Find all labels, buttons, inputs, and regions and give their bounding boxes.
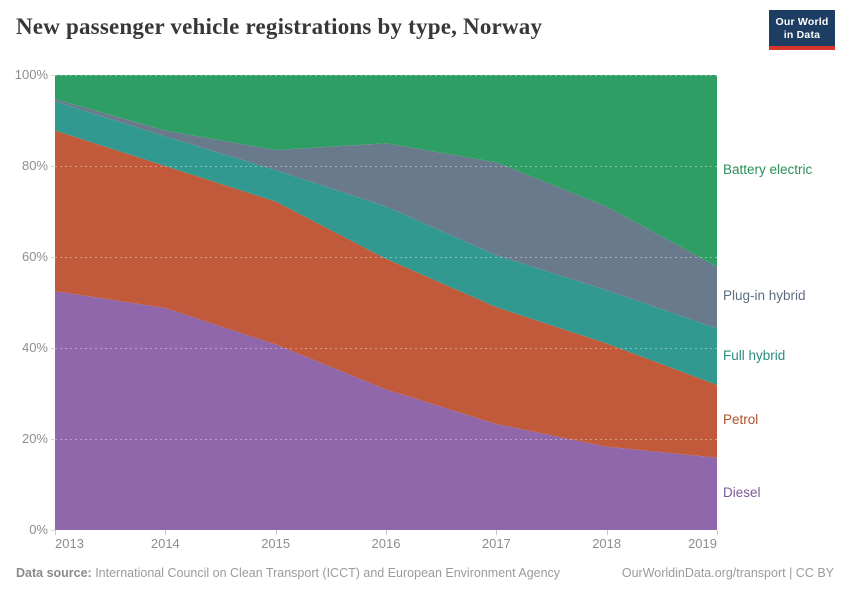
x-axis-tick-mark-2018	[607, 530, 608, 535]
legend-label-diesel[interactable]: Diesel	[723, 484, 761, 500]
x-axis-tick-label-2016: 2016	[371, 536, 401, 551]
y-axis-tick-mark	[51, 75, 55, 76]
footer-separator: |	[785, 566, 796, 580]
owid-transport-link[interactable]: OurWorldinData.org/transport	[621, 566, 786, 580]
y-axis-tick-label-100: 100%	[14, 67, 48, 82]
legend-label-plug-in-hybrid[interactable]: Plug-in hybrid	[723, 288, 806, 304]
x-axis-tick-mark-2016	[386, 530, 387, 535]
owid-logo-red-bar	[769, 46, 835, 51]
y-axis-tick-mark	[51, 439, 55, 440]
data-source-note: Data source: International Council on Cl…	[16, 566, 560, 580]
x-axis-tick-label-2019: 2019	[688, 536, 717, 551]
stacked-area-chart[interactable]	[55, 75, 717, 530]
area-diesel[interactable]	[55, 291, 717, 530]
footer: Data source: International Council on Cl…	[16, 566, 834, 580]
x-axis-tick-label-2013: 2013	[55, 536, 84, 551]
x-axis-tick-label-2015: 2015	[261, 536, 291, 551]
area-battery-electric[interactable]	[55, 75, 717, 267]
area-plug-in-hybrid[interactable]	[55, 99, 717, 329]
legend-label-full-hybrid[interactable]: Full hybrid	[723, 347, 786, 363]
owid-logo-line1: Our World	[775, 16, 829, 28]
area-petrol[interactable]	[55, 130, 717, 458]
x-axis-tick-mark-2014	[165, 530, 166, 535]
x-axis-tick-label-2014: 2014	[150, 536, 180, 551]
y-axis-tick-label-40: 40%	[21, 340, 48, 355]
x-axis-tick-mark-2019	[717, 530, 718, 535]
y-axis-tick-mark	[51, 257, 55, 258]
y-axis-tick-label-0: 0%	[29, 522, 48, 537]
x-axis-tick-mark-2013	[55, 530, 56, 535]
owid-logo-line2: in Data	[783, 28, 821, 41]
chart-title: New passenger vehicle registrations by t…	[16, 14, 543, 39]
area-full-hybrid[interactable]	[55, 101, 717, 385]
y-axis-tick-label-20: 20%	[21, 431, 48, 446]
y-axis-tick-label-60: 60%	[21, 249, 48, 264]
legend-label-petrol[interactable]: Petrol	[723, 412, 759, 428]
x-axis-tick-mark-2015	[276, 530, 277, 535]
legend-label-battery-electric[interactable]: Battery electric	[723, 161, 813, 177]
y-axis-tick-mark	[51, 166, 55, 167]
x-axis-tick-mark-2017	[496, 530, 497, 535]
y-axis-tick-mark	[51, 530, 55, 531]
data-source-text: International Council on Clean Transport…	[91, 566, 561, 580]
cc-by-link[interactable]: CC BY	[795, 566, 834, 580]
plot-area[interactable]	[55, 75, 717, 530]
x-axis-tick-label-2017: 2017	[481, 536, 511, 551]
y-axis-tick-mark	[51, 348, 55, 349]
owid-logo-box: Our World in Data	[769, 10, 835, 47]
x-axis-tick-label-2018: 2018	[592, 536, 622, 551]
y-axis-tick-label-80: 80%	[21, 158, 48, 173]
data-source-label: Data source:	[16, 566, 92, 580]
owid-logo[interactable]: Our World in Data	[769, 10, 835, 51]
footer-links: OurWorldinData.org/transport | CC BY	[622, 566, 834, 580]
